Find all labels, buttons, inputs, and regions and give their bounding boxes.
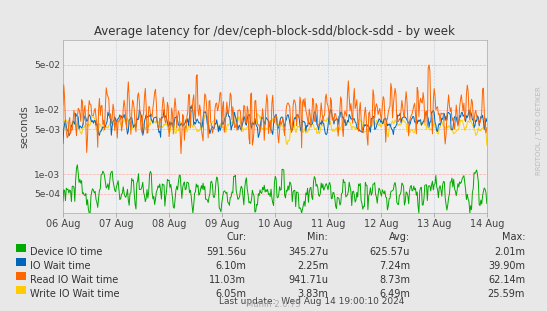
- Text: 591.56u: 591.56u: [206, 247, 246, 257]
- Text: 6.10m: 6.10m: [216, 261, 246, 271]
- Text: 7.24m: 7.24m: [379, 261, 410, 271]
- Text: Max:: Max:: [502, 232, 525, 242]
- Text: 07 Aug: 07 Aug: [98, 219, 133, 229]
- Text: 13 Aug: 13 Aug: [417, 219, 451, 229]
- Text: 2.01m: 2.01m: [494, 247, 525, 257]
- Text: 10 Aug: 10 Aug: [258, 219, 292, 229]
- Text: 25.59m: 25.59m: [488, 289, 525, 299]
- Text: RRDTOOL / TOBI OETIKER: RRDTOOL / TOBI OETIKER: [536, 86, 542, 175]
- Text: 11.03m: 11.03m: [209, 275, 246, 285]
- Y-axis label: seconds: seconds: [20, 105, 30, 148]
- Text: 12 Aug: 12 Aug: [364, 219, 398, 229]
- Text: 941.71u: 941.71u: [288, 275, 328, 285]
- Text: 6.05m: 6.05m: [215, 289, 246, 299]
- Title: Average latency for /dev/ceph-block-sdd/block-sdd - by week: Average latency for /dev/ceph-block-sdd/…: [95, 25, 455, 38]
- Text: IO Wait time: IO Wait time: [30, 261, 91, 271]
- Text: Write IO Wait time: Write IO Wait time: [30, 289, 120, 299]
- Text: Last update:  Wed Aug 14 19:00:10 2024: Last update: Wed Aug 14 19:00:10 2024: [219, 297, 404, 306]
- Text: 8.73m: 8.73m: [379, 275, 410, 285]
- Text: 09 Aug: 09 Aug: [205, 219, 239, 229]
- Text: 06 Aug: 06 Aug: [46, 219, 80, 229]
- Text: 345.27u: 345.27u: [288, 247, 328, 257]
- Text: Avg:: Avg:: [389, 232, 410, 242]
- Text: Device IO time: Device IO time: [30, 247, 102, 257]
- Text: 6.49m: 6.49m: [380, 289, 410, 299]
- Text: Read IO Wait time: Read IO Wait time: [30, 275, 118, 285]
- Text: 62.14m: 62.14m: [488, 275, 525, 285]
- Text: 2.25m: 2.25m: [297, 261, 328, 271]
- Text: 3.83m: 3.83m: [298, 289, 328, 299]
- Text: 39.90m: 39.90m: [488, 261, 525, 271]
- Text: 14 Aug: 14 Aug: [470, 219, 504, 229]
- Text: Munin 2.0.75: Munin 2.0.75: [246, 300, 301, 309]
- Text: Min:: Min:: [307, 232, 328, 242]
- Text: 625.57u: 625.57u: [370, 247, 410, 257]
- Text: Cur:: Cur:: [226, 232, 246, 242]
- Text: 08 Aug: 08 Aug: [152, 219, 186, 229]
- Text: 11 Aug: 11 Aug: [311, 219, 345, 229]
